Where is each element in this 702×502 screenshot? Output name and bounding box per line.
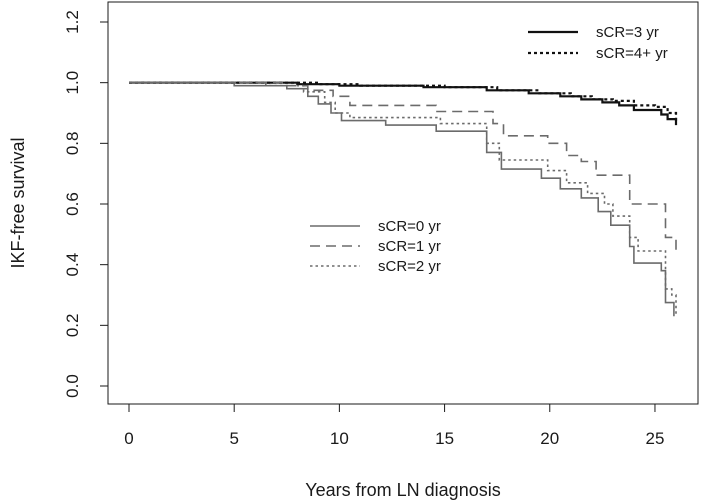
y-tick-label: 0.6 <box>63 192 82 216</box>
x-tick-label: 5 <box>229 429 238 448</box>
x-tick-label: 25 <box>646 429 665 448</box>
x-tick-label: 20 <box>540 429 559 448</box>
y-axis-label: IKF-free survival <box>8 137 28 268</box>
legend-center: sCR=0 yr sCR=1 yr sCR=2 yr <box>310 218 441 275</box>
legend-label: sCR=2 yr <box>378 258 441 275</box>
y-tick-label: 0.8 <box>63 132 82 156</box>
y-axis: 0.0 0.2 0.4 0.6 0.8 1.0 1.2 <box>63 10 109 398</box>
y-tick-label: 1.0 <box>63 71 82 95</box>
series-line <box>129 81 677 317</box>
plot-frame <box>107 1 699 405</box>
y-tick-label: 1.2 <box>63 10 82 34</box>
legend-label: sCR=0 yr <box>378 218 441 235</box>
x-tick-label: 10 <box>330 429 349 448</box>
legend-label: sCR=4+ yr <box>596 45 668 62</box>
series-line <box>129 81 675 317</box>
series-line <box>129 81 678 126</box>
x-axis-label: Years from LN diagnosis <box>305 480 500 500</box>
x-tick-label: 0 <box>124 429 133 448</box>
series-line <box>129 81 677 256</box>
y-tick-label: 0.2 <box>63 314 82 338</box>
x-tick-label: 15 <box>435 429 454 448</box>
x-axis: 0 5 10 15 20 25 <box>124 403 665 448</box>
legend-label: sCR=1 yr <box>378 238 441 255</box>
series-line <box>129 81 678 123</box>
y-tick-label: 0.4 <box>63 253 82 277</box>
y-tick-label: 0.0 <box>63 374 82 398</box>
legend-label: sCR=3 yr <box>596 24 659 41</box>
legend-top-right: sCR=3 yr sCR=4+ yr <box>528 24 668 62</box>
series-layer <box>129 81 678 317</box>
